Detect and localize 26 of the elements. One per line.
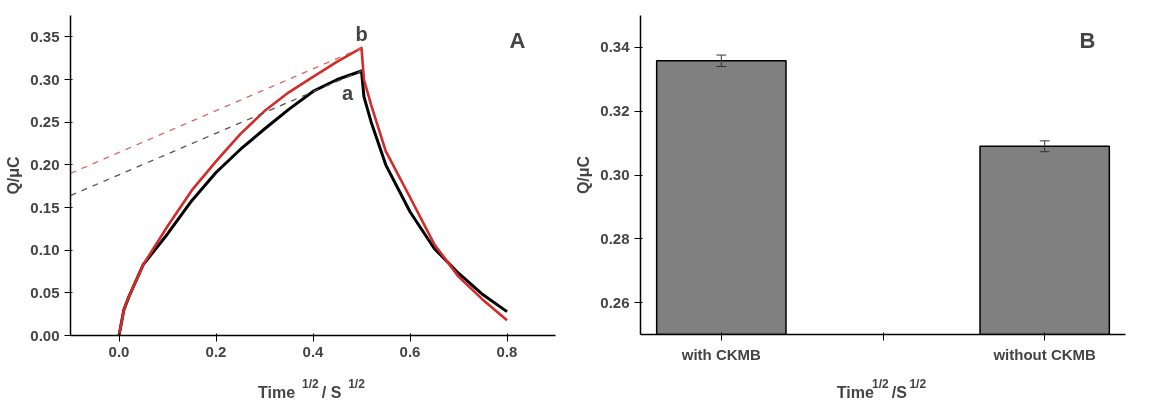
y-tick-label: 0.05 [30,283,60,301]
y-tick-label: 0.00 [30,326,60,344]
y-tick-label: 0.26 [600,293,630,311]
y-tick-label: 0.15 [30,198,60,216]
y-tick-label: 0.25 [30,113,60,131]
x-tick-label: with CKMB [680,345,762,363]
y-axis-title: Q/μC [575,155,593,195]
annotation: A [509,28,526,53]
x-tick-label: 0.0 [108,342,130,360]
x-tick-label: without CKMB [992,345,1097,363]
x-tick-label: 0.6 [399,342,421,360]
x-tick-label: 0.2 [205,342,227,360]
y-tick-label: 0.30 [600,166,630,183]
annotation: B [1079,28,1096,53]
annotation: b [355,22,368,45]
x-tick-label: 0.8 [496,342,518,360]
y-tick-label: 0.35 [30,27,60,45]
y-tick-label: 0.30 [30,70,60,88]
y-tick-label: 0.10 [30,241,60,259]
y-tick-label: 0.32 [600,102,630,120]
annotation: a [341,81,354,104]
y-tick-label: 0.34 [600,38,631,56]
y-tick-label: 0.20 [30,155,60,173]
x-tick-label: 0.4 [302,342,325,360]
y-tick-label: 0.28 [600,229,630,247]
y-axis-title: Q/μC [5,155,23,195]
